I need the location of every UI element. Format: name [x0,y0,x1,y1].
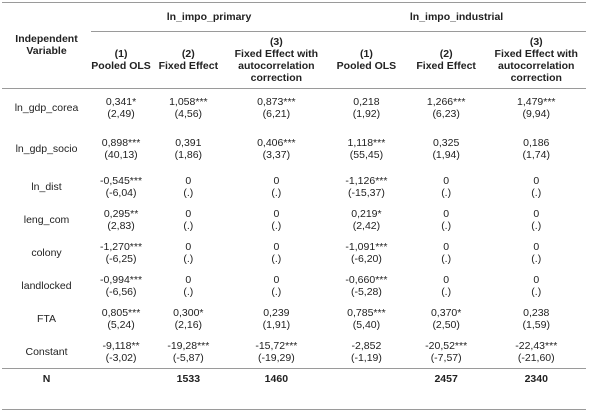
coef-cell: -0,660*** (-5,28) [345,273,388,298]
column-header: (1) Pooled OLS [336,48,397,72]
coef-cell: 0 (.) [183,240,194,265]
n-value: 2457 [405,368,487,389]
n-value: 2340 [486,368,586,389]
table-row: landlocked -0,994*** (-6,56) 0 (.) 0 (.) -0… [2,269,586,302]
coef-cell: 0 (.) [271,273,282,298]
variable-name: ln_dist [31,180,62,193]
coef-cell: 0,219* (2,42) [351,207,382,232]
column-header: (2) Fixed Effect [416,48,476,72]
coef-cell: 0 (.) [271,207,282,232]
regression-table: Independent Variable ln_impo_primary ln_… [2,2,586,389]
variable-name: ln_gdp_socio [15,142,78,155]
table-row: leng_com 0,295** (2,83) 0 (.) 0 (.) 0,219*(… [2,203,586,236]
variable-name: colony [31,246,62,259]
coef-cell: -2,852 (-1,19) [350,339,382,364]
coef-cell: 0 (.) [183,174,194,199]
coef-cell: 0,406*** (3,37) [257,136,296,161]
coef-cell: 0,295** (2,83) [103,207,139,232]
independent-variable-header: Independent Variable [15,33,78,57]
group-header-industrial: ln_impo_industrial [327,2,586,32]
coef-cell: 0 (.) [183,273,194,298]
coef-cell: 0,805*** (5,24) [101,306,141,331]
table-bottom-rule [2,409,586,410]
coef-cell: 0,873*** (6,21) [257,96,296,120]
coef-cell: 1,058*** (4,56) [169,96,208,120]
coef-cell: -0,994*** (-6,56) [100,273,143,298]
table-row: Constant -9,118** (-3,02) -19,28*** (-5,87… [2,335,586,369]
coef-cell: 0,218 (1,92) [352,96,381,120]
header-rule [2,88,586,89]
coef-cell: 0,239 (1,91) [262,306,291,331]
column-header: (2) Fixed Effect [158,48,219,72]
n-value: 1460 [225,368,328,389]
coef-cell: 0,325 (1,94) [432,136,460,161]
coef-cell: -9,118** (-3,02) [102,339,140,364]
column-header: (1) Pooled OLS [91,48,151,72]
table-row: ln_dist -0,545*** (-6,04) 0 (.) 0 (.) -1,12… [2,170,586,203]
coef-cell: 0,898*** (40,13) [101,136,141,161]
coef-cell: 0 (.) [531,273,542,298]
coef-cell: 0 (.) [441,174,452,199]
variable-name: Constant [25,345,68,358]
coef-cell: 0,370* (2,50) [430,306,462,331]
coef-cell: -1,126*** (-15,37) [345,174,388,199]
coef-cell: 0 (.) [531,174,542,199]
coef-cell: 0,300* (2,16) [173,306,204,331]
n-label: N [2,368,92,389]
n-value [327,368,406,389]
coef-cell: 0 (.) [531,207,542,232]
variable-name: landlocked [21,279,72,292]
table-row: ln_gdp_socio 0,898*** (40,13) 0,391 (1,86)… [2,127,586,170]
coef-cell: 0 (.) [441,207,452,232]
coef-cell: -20,52*** (-7,57) [425,339,468,364]
group-header-primary: ln_impo_primary [91,2,328,32]
coef-cell: 0,391 (1,86) [174,136,203,161]
variable-name: leng_com [23,213,70,226]
variable-name: FTA [36,312,57,325]
coef-cell: 0 (.) [441,273,452,298]
table-row: FTA 0,805*** (5,24) 0,300* (2,16) 0,239 (1,… [2,302,586,335]
observations-row: N 1533 1460 2457 2340 [2,368,586,389]
coef-cell: -1,270*** (-6,25) [100,240,143,265]
coef-cell: 1,266*** (6,23) [426,96,466,120]
coef-cell: 0 (.) [271,240,282,265]
column-header: (3) Fixed Effect with autocorrelation cor… [234,36,319,84]
coef-cell: -0,545*** (-6,04) [100,174,143,199]
n-value: 1533 [151,368,226,389]
coef-cell: 1,118*** (55,45) [347,136,386,161]
coef-cell: 1,479*** (9,94) [516,96,556,120]
coef-cell: 0 (.) [531,240,542,265]
n-value [91,368,152,389]
table-row: colony -1,270*** (-6,25) 0 (.) 0 (.) -1,091… [2,236,586,269]
column-header: (3) Fixed Effect with autocorrelation cor… [494,36,578,84]
coef-cell: -22,43*** (-21,60) [515,339,558,364]
column-header-row: (1) Pooled OLS (2) Fixed Effect (3) Fixed E… [2,32,586,89]
coef-cell: 0,238 (1,59) [522,306,550,331]
coef-cell: 0 (.) [441,240,452,265]
coef-cell: 0 (.) [271,174,282,199]
coef-cell: -15,72*** (-19,29) [255,339,298,364]
coef-cell: -1,091*** (-6,20) [345,240,388,265]
group-header-row: Independent Variable ln_impo_primary ln_… [2,2,586,57]
coef-cell: 0,341* (2,49) [105,96,137,120]
table-row: ln_gdp_corea 0,341* (2,49) 1,058*** (4,56)… [2,89,586,128]
variable-name: ln_gdp_corea [14,102,79,114]
coef-cell: -19,28*** (-5,87) [167,339,210,364]
coef-cell: 0,785*** (5,40) [347,306,386,331]
coef-cell: 0 (.) [183,207,194,232]
coef-cell: 0,186 (1,74) [522,136,550,161]
